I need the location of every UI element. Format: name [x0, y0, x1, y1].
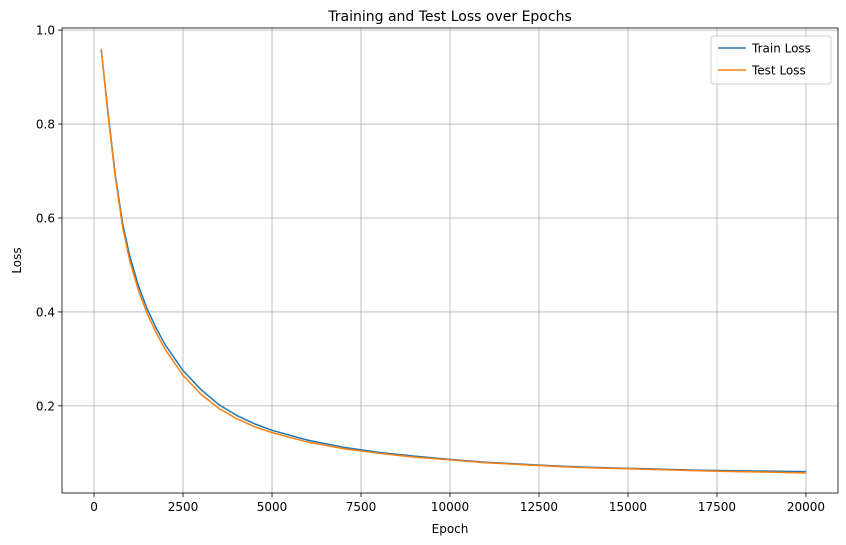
legend-label-test-loss: Test Loss — [751, 64, 806, 78]
y-tick-label: 0.6 — [36, 211, 55, 225]
x-tick-label: 17500 — [698, 500, 736, 514]
y-axis-ticks: 0.2 0.4 0.6 0.8 1.0 — [36, 24, 62, 413]
x-axis-ticks: 0 2500 5000 7500 10000 12500 15000 17500 20000 — [90, 493, 825, 514]
series-line-test-loss — [100, 48, 806, 474]
y-tick-label: 0.4 — [36, 305, 55, 319]
legend: Train Loss Test Loss — [710, 35, 832, 85]
x-tick-label: 2500 — [168, 500, 199, 514]
y-tick-label: 0.8 — [36, 118, 55, 132]
x-axis-label: Epoch — [432, 522, 469, 536]
x-tick-label: 5000 — [257, 500, 288, 514]
x-tick-label: 7500 — [346, 500, 377, 514]
chart-title: Training and Test Loss over Epochs — [327, 9, 572, 25]
y-tick-label: 1.0 — [36, 24, 55, 38]
y-axis-label: Loss — [10, 247, 24, 273]
x-tick-label: 0 — [90, 500, 98, 514]
x-tick-label: 15000 — [609, 500, 647, 514]
grid-lines — [62, 28, 838, 493]
x-tick-label: 10000 — [431, 500, 469, 514]
legend-label-train-loss: Train Loss — [751, 42, 811, 56]
x-tick-label: 20000 — [787, 500, 825, 514]
series-layer — [100, 48, 806, 474]
x-tick-label: 12500 — [520, 500, 558, 514]
y-tick-label: 0.2 — [36, 399, 55, 413]
